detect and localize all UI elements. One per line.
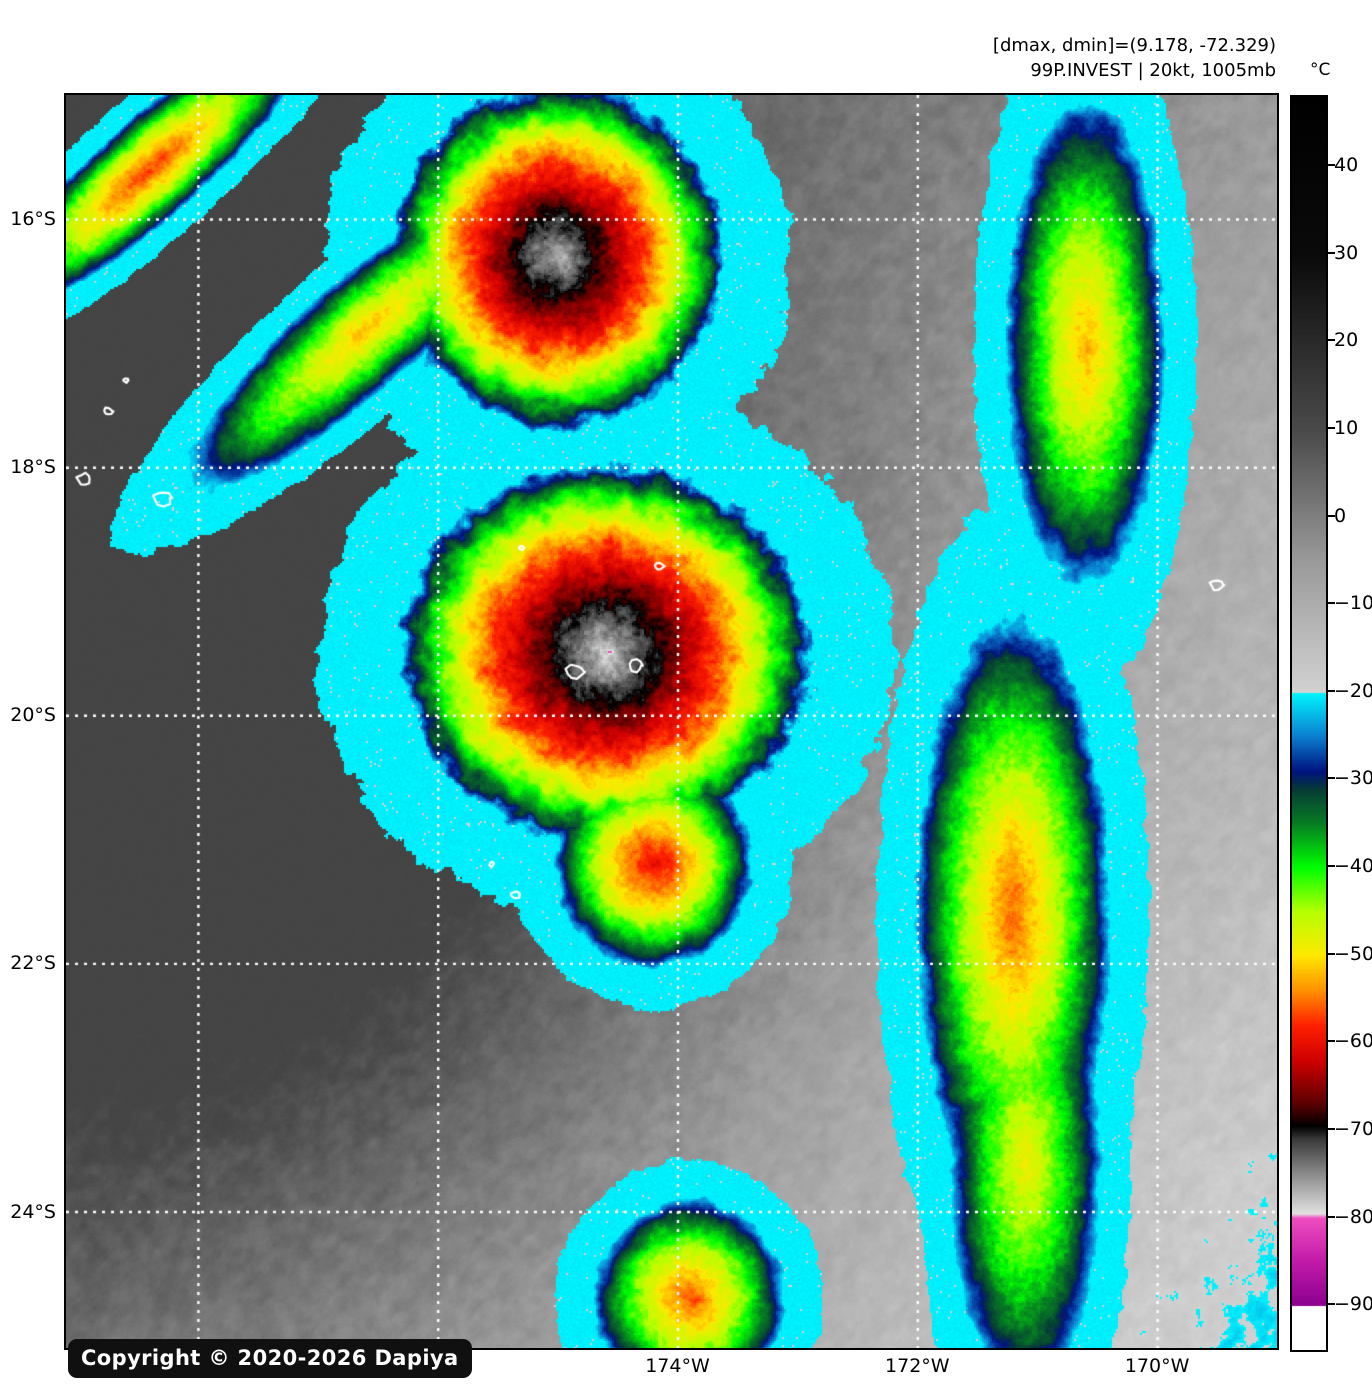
- colorbar-tick-mark: [1326, 689, 1335, 692]
- colorbar-gradient: [1292, 97, 1326, 1350]
- colorbar-unit-label: °C: [1310, 60, 1331, 80]
- lon-tick-label: 172°W: [885, 1355, 950, 1377]
- colorbar-tick-mark: [1326, 1303, 1335, 1306]
- copyright-watermark: Copyright © 2020-2026 Dapiya: [68, 1339, 472, 1378]
- colorbar-tick-label: −50: [1334, 942, 1372, 965]
- colorbar-tick-mark: [1326, 426, 1335, 429]
- satellite-image-panel[interactable]: [66, 95, 1277, 1348]
- lat-tick-label: 16°S: [10, 208, 56, 231]
- colorbar[interactable]: [1290, 95, 1328, 1352]
- colorbar-tick-mark: [1326, 952, 1335, 955]
- colorbar-tick-label: 20: [1334, 329, 1359, 352]
- colorbar-tick-label: −40: [1334, 855, 1372, 878]
- colorbar-tick-label: −20: [1334, 679, 1372, 702]
- colorbar-tick-mark: [1326, 865, 1335, 868]
- dmax-dmin-label: [dmax, dmin]=(9.178, -72.329): [992, 35, 1276, 56]
- colorbar-tick-mark: [1326, 602, 1335, 605]
- colorbar-tick-label: −70: [1334, 1117, 1372, 1140]
- colorbar-tick-mark: [1326, 514, 1335, 517]
- lat-tick-label: 24°S: [10, 1200, 56, 1223]
- colorbar-tick-label: −10: [1334, 592, 1372, 615]
- header-info-block: [dmax, dmin]=(9.178, -72.329) 99P.INVEST…: [993, 33, 1276, 83]
- lon-tick-label: 170°W: [1124, 1355, 1190, 1377]
- colorbar-tick-mark: [1326, 777, 1335, 780]
- colorbar-tick-label: 10: [1334, 416, 1359, 439]
- colorbar-tick-label: 40: [1334, 154, 1359, 177]
- colorbar-tick-label: −80: [1334, 1205, 1372, 1228]
- colorbar-tick-mark: [1326, 251, 1335, 254]
- lon-tick-label: 174°W: [645, 1355, 710, 1377]
- colorbar-tick-mark: [1326, 1040, 1335, 1043]
- colorbar-tick-mark: [1326, 1215, 1335, 1218]
- lat-tick-label: 18°S: [10, 456, 56, 479]
- colorbar-tick-label: −90: [1334, 1293, 1372, 1316]
- colorbar-tick-label: 0: [1334, 504, 1347, 527]
- colorbar-tick-label: −60: [1334, 1030, 1372, 1053]
- colorbar-tick-label: 30: [1334, 241, 1359, 264]
- colorbar-tick-mark: [1326, 164, 1335, 167]
- lat-tick-label: 20°S: [10, 704, 56, 727]
- storm-info-label: 99P.INVEST | 20kt, 1005mb: [1030, 60, 1276, 81]
- colorbar-tick-label: −30: [1334, 767, 1372, 790]
- satellite-ir-canvas[interactable]: [66, 95, 1277, 1348]
- colorbar-tick-mark: [1326, 1127, 1335, 1130]
- colorbar-tick-mark: [1326, 339, 1335, 342]
- lat-tick-label: 22°S: [10, 952, 56, 975]
